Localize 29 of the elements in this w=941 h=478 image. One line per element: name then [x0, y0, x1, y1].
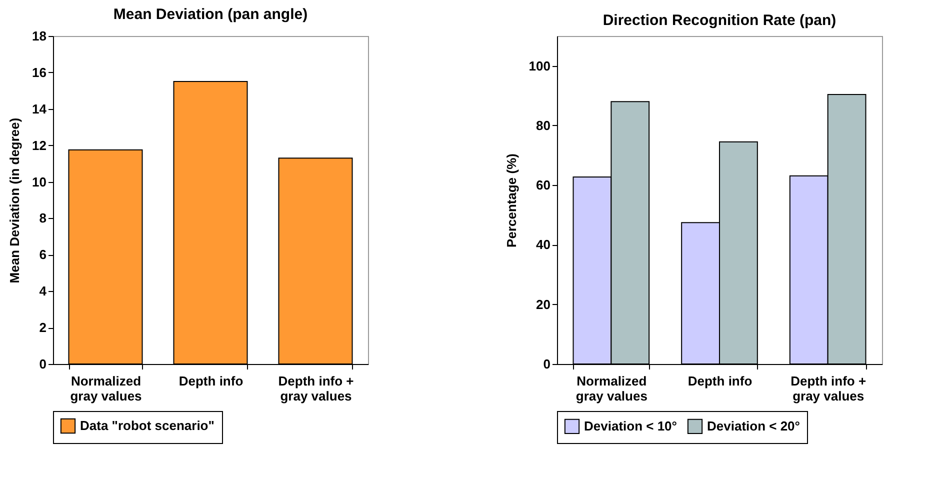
y-tick-label: 40	[536, 237, 550, 252]
y-tick-label: 14	[32, 101, 48, 116]
chart-title: Mean Deviation (pan angle)	[113, 6, 308, 23]
x-tick-label: Depth info + gray values	[790, 374, 866, 404]
y-tick-label: 4	[39, 284, 48, 299]
x-tick-label: Normalized gray values	[70, 374, 142, 404]
y-tick-label: 0	[39, 356, 46, 372]
y-tick-label: 20	[536, 296, 550, 312]
chart-title: Direction Recognition Rate (pan)	[602, 12, 836, 29]
y-tick-label: 12	[32, 138, 46, 153]
y-tick-label: 8	[39, 210, 46, 226]
y-tick-label: 18	[32, 28, 46, 44]
y-tick-label: 2	[39, 320, 46, 336]
x-tick-label: Normalized gray values	[576, 374, 648, 404]
y-tick-label: 0	[543, 356, 550, 372]
y-tick-label: 6	[39, 247, 46, 262]
y-axis-title: Percentage (%)	[504, 154, 519, 248]
y-axis-title: Mean Deviation (in degree)	[7, 118, 22, 284]
legend-label: Data "robot scenario"	[80, 418, 214, 433]
x-tick-label: Depth info + gray values	[278, 374, 354, 404]
legend-label: Deviation < 10°	[584, 418, 677, 434]
y-tick-label: 80	[536, 118, 550, 133]
y-tick-label: 60	[536, 178, 550, 193]
y-tick-label: 10	[32, 174, 46, 190]
y-tick-label: 16	[32, 64, 46, 80]
x-tick-label: Depth info	[178, 374, 244, 388]
x-tick-label: Depth info	[688, 374, 752, 388]
y-tick-label: 100	[528, 58, 550, 74]
legend-label: Deviation < 20°	[707, 418, 800, 434]
